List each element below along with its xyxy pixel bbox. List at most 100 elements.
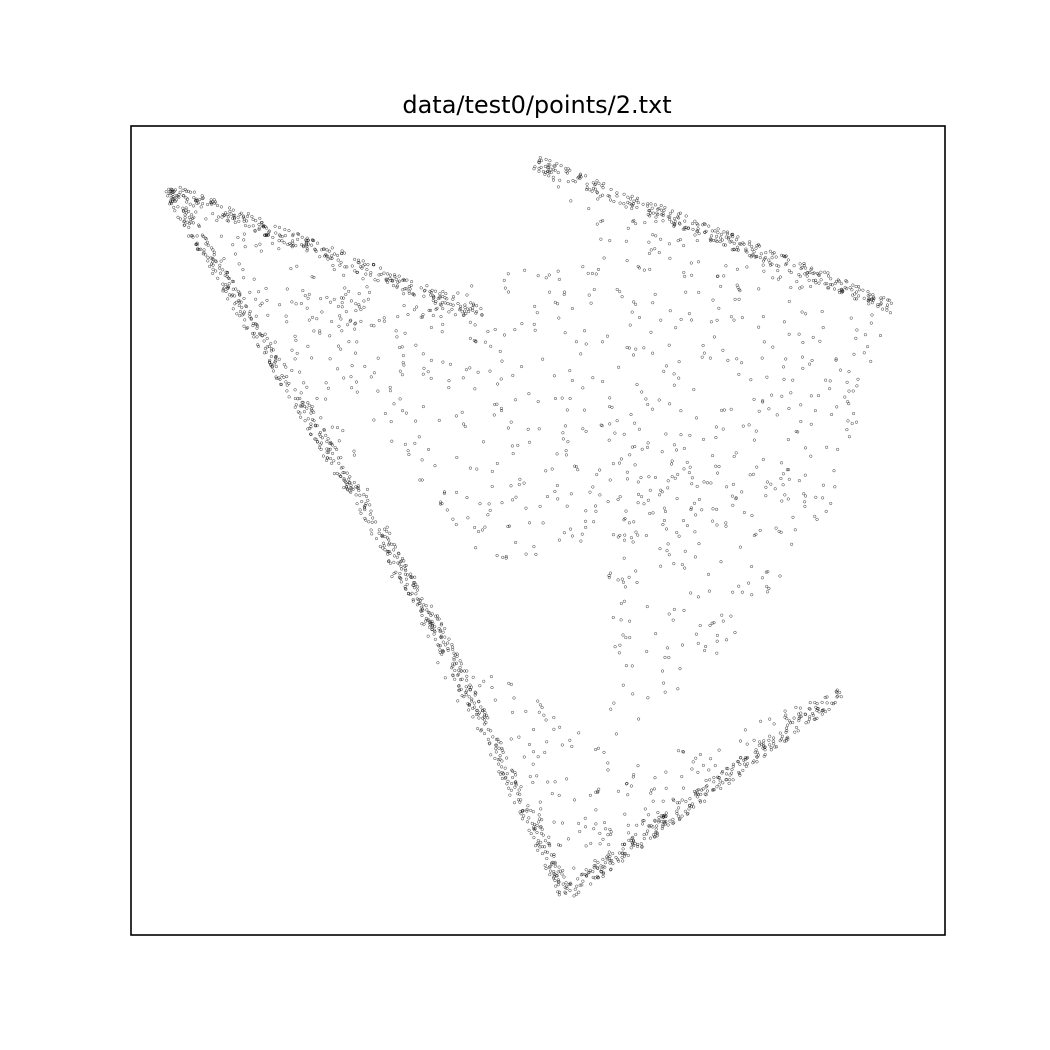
data-point xyxy=(732,247,736,251)
data-point xyxy=(697,497,701,502)
data-point xyxy=(771,345,775,349)
data-point xyxy=(419,609,423,613)
data-point xyxy=(503,766,507,770)
data-point xyxy=(712,335,716,339)
data-point xyxy=(677,534,681,538)
data-point xyxy=(698,799,702,803)
data-point xyxy=(584,509,588,513)
data-point xyxy=(255,322,259,326)
data-point xyxy=(647,824,651,828)
data-point xyxy=(213,201,217,205)
data-point xyxy=(303,294,307,298)
data-point xyxy=(265,336,269,340)
data-point xyxy=(668,215,672,219)
data-point xyxy=(233,252,237,256)
data-point xyxy=(298,370,302,374)
data-point xyxy=(625,470,629,474)
data-point xyxy=(233,220,237,225)
data-point xyxy=(342,471,346,475)
data-point xyxy=(237,262,241,266)
data-point xyxy=(566,440,570,444)
data-point xyxy=(430,627,434,631)
data-point xyxy=(242,232,246,236)
data-point xyxy=(866,345,870,349)
data-point xyxy=(359,308,363,312)
data-point xyxy=(422,622,426,626)
data-point xyxy=(309,422,313,426)
data-point xyxy=(546,166,550,170)
data-point xyxy=(712,776,716,780)
data-point xyxy=(536,839,540,843)
data-point xyxy=(512,696,516,700)
data-point xyxy=(527,521,532,525)
data-point xyxy=(402,292,406,296)
data-point xyxy=(811,713,815,717)
data-point xyxy=(777,529,781,533)
data-point xyxy=(539,165,543,169)
data-point xyxy=(209,256,213,260)
data-point xyxy=(814,705,818,709)
data-point xyxy=(715,274,719,279)
data-point xyxy=(183,213,187,217)
data-point xyxy=(725,766,729,770)
data-point xyxy=(361,277,365,281)
data-point xyxy=(438,644,442,648)
data-point xyxy=(347,480,351,485)
data-point xyxy=(789,286,793,290)
data-point xyxy=(616,857,620,861)
data-point xyxy=(641,202,645,206)
data-point xyxy=(631,775,635,779)
data-point xyxy=(367,520,371,524)
data-point xyxy=(337,461,341,465)
data-point xyxy=(830,283,834,287)
data-point xyxy=(629,846,633,850)
data-point xyxy=(309,432,313,437)
data-point xyxy=(510,781,514,786)
data-point xyxy=(609,868,613,872)
data-point xyxy=(451,662,455,666)
data-point xyxy=(810,358,814,363)
data-point xyxy=(312,329,316,333)
data-point xyxy=(630,203,634,207)
data-point xyxy=(332,252,337,256)
data-point xyxy=(215,218,219,223)
data-point xyxy=(544,469,548,473)
data-point xyxy=(371,516,375,520)
data-point xyxy=(599,869,603,873)
data-point xyxy=(430,623,435,628)
data-point xyxy=(618,495,622,499)
data-point xyxy=(605,857,609,861)
data-point xyxy=(413,441,417,445)
data-point xyxy=(606,500,610,504)
data-point xyxy=(466,516,470,520)
data-point xyxy=(741,768,745,772)
data-point xyxy=(721,427,725,431)
data-point xyxy=(747,423,751,427)
data-point xyxy=(538,845,542,849)
data-point xyxy=(690,802,695,806)
data-point xyxy=(688,465,692,469)
data-point xyxy=(765,590,770,594)
data-point xyxy=(359,265,363,269)
data-point xyxy=(537,813,541,817)
data-point xyxy=(344,292,348,297)
data-point xyxy=(550,792,554,796)
data-point xyxy=(760,576,765,580)
data-point xyxy=(560,743,564,747)
data-point xyxy=(169,189,173,193)
data-point xyxy=(619,618,623,622)
data-point xyxy=(432,296,436,300)
data-point xyxy=(278,303,282,307)
data-point xyxy=(634,530,638,534)
data-point xyxy=(744,247,748,251)
data-point xyxy=(799,419,803,424)
data-point xyxy=(769,482,773,486)
data-point xyxy=(667,612,671,616)
data-point xyxy=(398,571,402,576)
data-point xyxy=(639,842,643,846)
data-point xyxy=(780,499,784,503)
data-point xyxy=(254,219,258,223)
data-point xyxy=(652,787,656,791)
data-point xyxy=(618,643,622,647)
data-point xyxy=(260,224,264,228)
